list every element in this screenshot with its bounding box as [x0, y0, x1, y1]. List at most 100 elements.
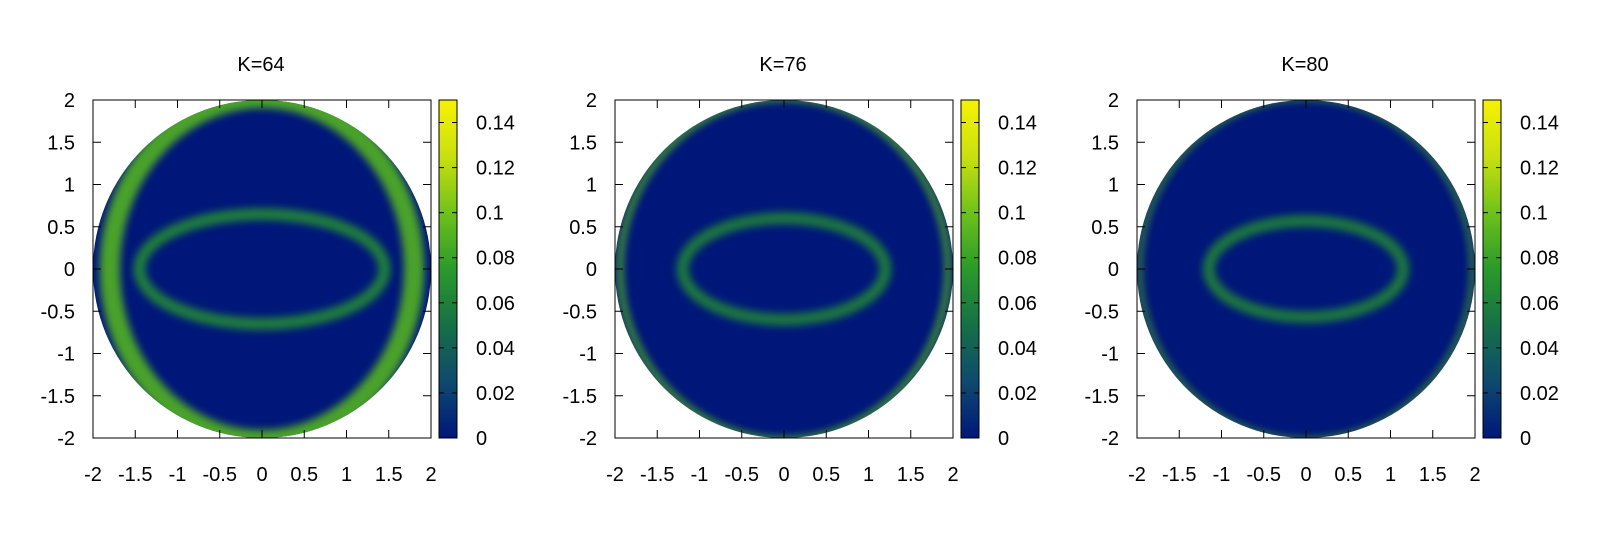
- x-tick-label: 0: [256, 464, 267, 486]
- colorbar: 0 0.02 0.04 0.06 0.08 0.1 0.12 0.14: [1482, 99, 1559, 450]
- ring-feature: [1202, 214, 1410, 324]
- x-tick-label: 1: [341, 464, 352, 486]
- colorbar-gradient: [960, 99, 980, 439]
- colorbar-gradient: [1482, 99, 1502, 439]
- colorbar-tick-label: 0.02: [1520, 383, 1559, 405]
- domain-disk: [93, 100, 431, 438]
- x-tick-label: -1.5: [1162, 464, 1196, 486]
- y-tick-label: 0.5: [569, 217, 597, 239]
- x-tick-label: 2: [947, 464, 958, 486]
- colorbar-tick-label: 0.06: [1520, 293, 1559, 315]
- colorbar-gradient: [438, 99, 458, 439]
- x-tick-label: 1: [863, 464, 874, 486]
- colorbar-tick-label: 0: [1520, 428, 1531, 450]
- y-tick-label: 1.5: [47, 132, 75, 154]
- chart-title: K=76: [759, 54, 806, 76]
- y-tick-label: 2: [586, 90, 597, 112]
- y-tick-label: -1.5: [1085, 386, 1119, 408]
- x-tick-label: 0.5: [290, 464, 318, 486]
- y-tick-label: -1.5: [41, 386, 75, 408]
- x-tick-label: -2: [84, 464, 102, 486]
- panel-0: K=64 -2 -1.5 -1 -0.5 0 0.5 1 1.5 2-2-1.5-1-0.500…: [41, 54, 515, 486]
- y-tick-label: -1: [57, 344, 75, 366]
- colorbar-tick-label: 0.06: [998, 293, 1037, 315]
- panel-2: K=80 -2 -1.5 -1 -0.5 0 0.5 1 1.5 2-2-1.5-1-0.500…: [1085, 54, 1559, 486]
- x-tick-label: -2: [606, 464, 624, 486]
- y-tick-label: 1: [1108, 175, 1119, 197]
- x-tick-label: 0: [1300, 464, 1311, 486]
- y-tick-label: 0: [1108, 259, 1119, 281]
- ring-feature: [676, 212, 892, 326]
- y-tick-label: 2: [1108, 90, 1119, 112]
- colorbar-tick-label: 0.02: [476, 383, 515, 405]
- y-tick-label: -2: [1101, 428, 1119, 450]
- colorbar-tick-label: 0.1: [998, 203, 1026, 225]
- edge-band-feature: [99, 100, 425, 438]
- colorbar-tick-label: 0.04: [1520, 338, 1559, 360]
- colorbar-tick-label: 0: [998, 428, 1009, 450]
- x-tick-label: -1: [1213, 464, 1231, 486]
- colorbar-tick-label: 0.08: [998, 248, 1037, 270]
- y-tick-label: 1: [64, 175, 75, 197]
- colorbar-tick-label: 0.1: [1520, 203, 1548, 225]
- colorbar-tick-label: 0.02: [998, 383, 1037, 405]
- x-tick-label: 0.5: [812, 464, 840, 486]
- panel-1: K=76 -2 -1.5 -1 -0.5 0 0.5 1 1.5 2-2-1.5-1-0.500…: [563, 54, 1037, 486]
- colorbar-tick-label: 0.06: [476, 293, 515, 315]
- x-tick-label: 1.5: [1419, 464, 1447, 486]
- colorbar-tick-label: 0.1: [476, 203, 504, 225]
- y-tick-label: -2: [57, 428, 75, 450]
- y-tick-label: 1: [586, 175, 597, 197]
- x-tick-label: 1: [1385, 464, 1396, 486]
- x-tick-label: 1.5: [375, 464, 403, 486]
- x-tick-label: -1: [691, 464, 709, 486]
- colorbar-tick-label: 0.14: [476, 113, 515, 135]
- heatmap-plot: -2 -1.5 -1 -0.5 0 0.5 1 1.5 2 -2 -1.5 -1 -0.5 0 0.5 1 1.…: [1085, 90, 1481, 486]
- x-tick-label: -1.5: [640, 464, 674, 486]
- ring-feature: [133, 208, 391, 330]
- y-tick-label: -1.5: [563, 386, 597, 408]
- colorbar-tick-label: 0.14: [998, 113, 1037, 135]
- colorbar: 0 0.02 0.04 0.06 0.08 0.1 0.12 0.14: [438, 99, 515, 450]
- x-tick-label: 0.5: [1334, 464, 1362, 486]
- y-tick-label: 0.5: [47, 217, 75, 239]
- colorbar-tick-label: 0.12: [476, 158, 515, 180]
- x-tick-label: -1: [169, 464, 187, 486]
- y-tick-label: 1.5: [569, 132, 597, 154]
- colorbar: 0 0.02 0.04 0.06 0.08 0.1 0.12 0.14: [960, 99, 1037, 450]
- y-tick-label: 0.5: [1091, 217, 1119, 239]
- x-tick-label: 1.5: [897, 464, 925, 486]
- x-tick-label: -0.5: [203, 464, 237, 486]
- y-tick-label: -2: [579, 428, 597, 450]
- x-tick-label: 2: [1469, 464, 1480, 486]
- x-tick-label: -2: [1128, 464, 1146, 486]
- y-tick-label: -0.5: [1085, 301, 1119, 323]
- colorbar-tick-label: 0.04: [998, 338, 1037, 360]
- colorbar-tick-label: 0.12: [1520, 158, 1559, 180]
- y-tick-label: -0.5: [563, 301, 597, 323]
- colorbar-tick-label: 0.12: [998, 158, 1037, 180]
- colorbar-tick-label: 0.04: [476, 338, 515, 360]
- chart-title: K=80: [1281, 54, 1328, 76]
- x-tick-label: 0: [778, 464, 789, 486]
- domain-disk: [615, 100, 953, 438]
- x-tick-label: -1.5: [118, 464, 152, 486]
- colorbar-tick-label: 0: [476, 428, 487, 450]
- y-tick-label: -0.5: [41, 301, 75, 323]
- x-tick-label: 2: [425, 464, 436, 486]
- y-tick-label: -1: [579, 344, 597, 366]
- chart-title: K=64: [237, 54, 284, 76]
- y-tick-label: 0: [64, 259, 75, 281]
- x-tick-label: -0.5: [725, 464, 759, 486]
- y-tick-label: 2: [64, 90, 75, 112]
- y-tick-label: 0: [586, 259, 597, 281]
- y-tick-label: -1: [1101, 344, 1119, 366]
- heatmap-plot: -2 -1.5 -1 -0.5 0 0.5 1 1.5 2 -2 -1.5 -1 -0.5 0 0.5 1 1.…: [41, 90, 437, 486]
- domain-disk: [1137, 100, 1475, 438]
- x-tick-label: -0.5: [1247, 464, 1281, 486]
- colorbar-tick-label: 0.08: [476, 248, 515, 270]
- y-tick-label: 1.5: [1091, 132, 1119, 154]
- colorbar-tick-label: 0.08: [1520, 248, 1559, 270]
- colorbar-tick-label: 0.14: [1520, 113, 1559, 135]
